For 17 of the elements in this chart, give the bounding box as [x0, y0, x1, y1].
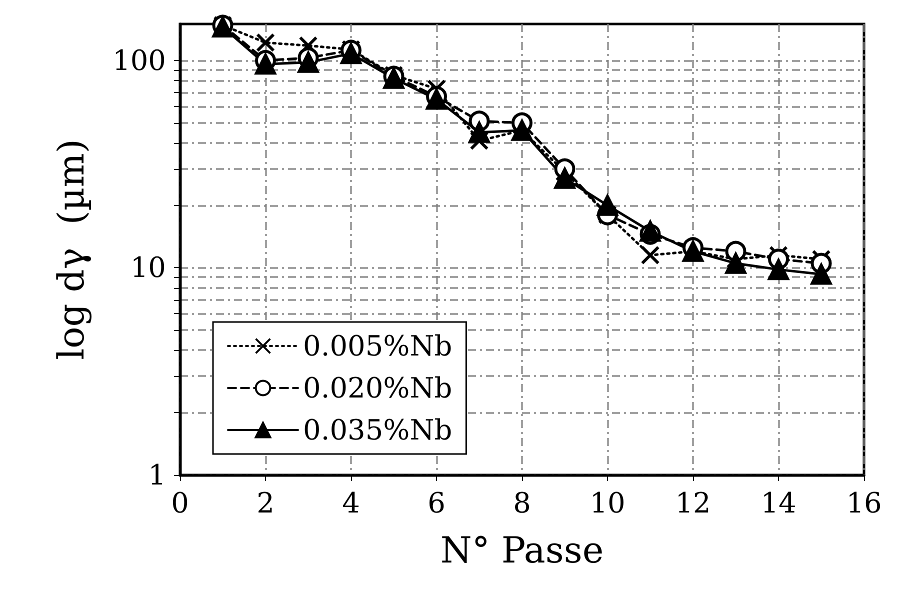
x-tick-label: 10: [590, 486, 626, 520]
x-tick-label: 6: [428, 486, 446, 520]
x-tick-label: 0: [171, 486, 189, 520]
legend-label: 0.020%Nb: [303, 372, 452, 404]
y-tick-label: 100: [112, 44, 166, 77]
x-tick-label: 16: [846, 486, 882, 520]
y-axis-title: log dγ (µm): [52, 139, 92, 360]
x-tick-label: 12: [675, 486, 711, 520]
y-tick-label: 10: [130, 251, 166, 284]
y-tick-label: 1: [148, 458, 166, 492]
x-tick-label: 4: [342, 486, 360, 520]
x-tick-label: 8: [513, 486, 531, 520]
legend-label: 0.005%Nb: [303, 330, 452, 362]
legend-label: 0.035%Nb: [303, 414, 452, 446]
x-axis-title: N° Passe: [440, 530, 604, 572]
x-tick-label: 14: [760, 486, 796, 520]
x-tick-label: 2: [256, 486, 274, 520]
